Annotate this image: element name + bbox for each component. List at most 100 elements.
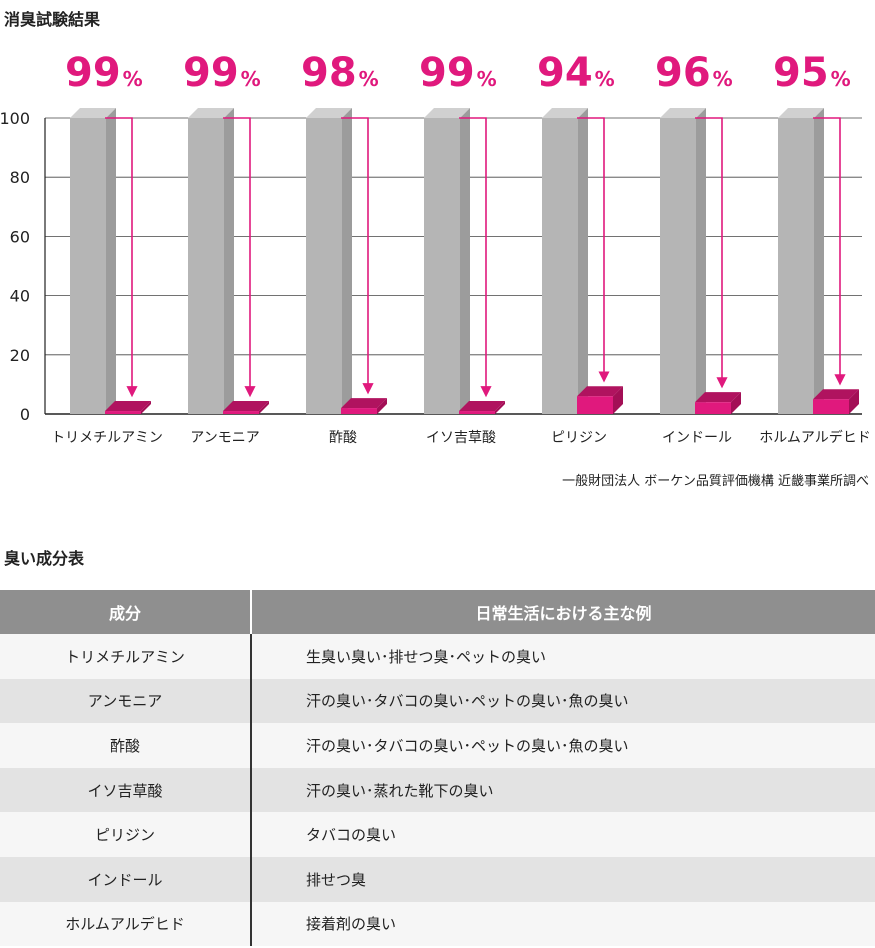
reduction-arrow bbox=[577, 117, 610, 383]
bar-side-pink bbox=[259, 401, 269, 414]
bar-after bbox=[695, 402, 731, 414]
bar-after bbox=[223, 411, 259, 414]
example-cell: 生臭い臭い･排せつ臭･ペットの臭い bbox=[251, 634, 875, 679]
bar-top-gray bbox=[70, 108, 116, 118]
bar-side-pink bbox=[613, 386, 623, 414]
table-row: インドール 排せつ臭 bbox=[0, 856, 875, 902]
x-category-label: ピリジン bbox=[551, 430, 607, 446]
chart-title: 消臭試験結果 bbox=[4, 10, 101, 29]
bar-initial bbox=[778, 118, 814, 414]
x-category-label: 酢酸 bbox=[329, 430, 357, 446]
x-category-label: ホルムアルデヒド bbox=[759, 429, 871, 446]
component-cell: イソ吉草酸 bbox=[0, 767, 252, 813]
bar-top-pink bbox=[695, 392, 741, 403]
x-category-label: イソ吉草酸 bbox=[426, 430, 496, 446]
component-cell: トリメチルアミン bbox=[0, 634, 252, 679]
bar-after bbox=[459, 411, 495, 414]
reduction-label: 99% bbox=[183, 50, 261, 96]
table-title: 臭い成分表 bbox=[4, 549, 85, 568]
bar-initial bbox=[70, 118, 106, 414]
bar-side-pink bbox=[495, 401, 505, 414]
bar-top-gray bbox=[542, 108, 588, 118]
bar-side-gray bbox=[578, 108, 588, 414]
bar-after bbox=[341, 408, 377, 414]
y-tick-label: 40 bbox=[10, 287, 30, 306]
example-cell: 排せつ臭 bbox=[251, 856, 875, 902]
bar-side-pink bbox=[731, 392, 741, 414]
table-row: トリメチルアミン 生臭い臭い･排せつ臭･ペットの臭い bbox=[0, 634, 875, 679]
bar-after bbox=[813, 399, 849, 414]
reduction-label: 95% bbox=[773, 50, 851, 96]
bar-top-pink bbox=[223, 401, 269, 412]
component-cell: ピリジン bbox=[0, 812, 252, 857]
header-examples: 日常生活における主な例 bbox=[251, 590, 875, 634]
odor-components-table: 成分 日常生活における主な例 トリメチルアミン 生臭い臭い･排せつ臭･ペットの臭… bbox=[0, 590, 875, 947]
table-row: イソ吉草酸 汗の臭い･蒸れた靴下の臭い bbox=[0, 767, 875, 813]
example-cell: 接着剤の臭い bbox=[251, 901, 875, 947]
table-row: ピリジン タバコの臭い bbox=[0, 812, 875, 857]
bar-top-gray bbox=[778, 108, 824, 118]
y-tick-label: 80 bbox=[10, 168, 30, 187]
bar-after bbox=[105, 411, 141, 414]
bar-top-gray bbox=[660, 108, 706, 118]
x-category-label: アンモニア bbox=[190, 430, 259, 446]
bar-top-pink bbox=[341, 398, 387, 409]
bar-side-pink bbox=[849, 389, 859, 414]
table-header-row: 成分 日常生活における主な例 bbox=[0, 590, 875, 634]
bar-top-gray bbox=[306, 108, 352, 118]
bar-initial bbox=[424, 118, 460, 414]
example-cell: 汗の臭い･タバコの臭い･ペットの臭い･魚の臭い bbox=[251, 723, 875, 768]
bar-top-pink bbox=[577, 386, 623, 397]
bar-after bbox=[577, 396, 613, 414]
header-component: 成分 bbox=[0, 590, 252, 634]
reduction-arrow bbox=[459, 117, 492, 398]
bar-initial bbox=[188, 118, 224, 414]
table-row: ホルムアルデヒド 接着剤の臭い bbox=[0, 901, 875, 947]
component-cell: インドール bbox=[0, 856, 252, 902]
component-cell: アンモニア bbox=[0, 678, 252, 724]
reduction-arrow bbox=[813, 117, 846, 386]
reduction-arrow bbox=[695, 117, 728, 389]
x-category-label: インドール bbox=[662, 430, 732, 446]
bar-side-gray bbox=[814, 108, 824, 414]
bar-top-gray bbox=[188, 108, 234, 118]
reduction-label: 96% bbox=[655, 50, 733, 96]
example-cell: タバコの臭い bbox=[251, 812, 875, 857]
y-tick-label: 60 bbox=[10, 227, 30, 246]
y-tick-label: 100 bbox=[0, 109, 30, 128]
table-row: アンモニア 汗の臭い･タバコの臭い･ペットの臭い･魚の臭い bbox=[0, 678, 875, 724]
table-row: 酢酸 汗の臭い･タバコの臭い･ペットの臭い･魚の臭い bbox=[0, 723, 875, 768]
bar-side-pink bbox=[377, 398, 387, 414]
reduction-label: 94% bbox=[537, 50, 615, 96]
reduction-arrow bbox=[223, 117, 256, 398]
reduction-label: 99% bbox=[65, 50, 143, 96]
y-tick-label: 20 bbox=[10, 346, 30, 365]
reduction-label: 99% bbox=[419, 50, 497, 96]
y-tick-label: 0 bbox=[20, 405, 30, 424]
bars bbox=[70, 108, 859, 414]
bar-top-pink bbox=[459, 401, 505, 412]
reduction-arrow bbox=[105, 117, 138, 398]
bar-side-gray bbox=[460, 108, 470, 414]
component-cell: 酢酸 bbox=[0, 723, 252, 768]
bar-initial bbox=[660, 118, 696, 414]
example-cell: 汗の臭い･蒸れた靴下の臭い bbox=[251, 767, 875, 813]
bar-top-pink bbox=[105, 401, 151, 412]
bar-side-gray bbox=[696, 108, 706, 414]
component-cell: ホルムアルデヒド bbox=[0, 901, 252, 947]
bar-side-gray bbox=[224, 108, 234, 414]
deodorization-bar-chart: 0 20 40 60 80 100 99 % トリメチルアミン 99 % アンモニア 98 % 酢酸 99 % イ… bbox=[0, 50, 871, 446]
bar-side-gray bbox=[342, 108, 352, 414]
reduction-label: 98% bbox=[301, 50, 379, 96]
reduction-arrow bbox=[341, 117, 374, 395]
bar-top-pink bbox=[813, 389, 859, 400]
axis: 0 20 40 60 80 100 99 % トリメチルアミン 99 % アンモニア 98 % 酢酸 99 % イ… bbox=[0, 50, 871, 446]
bar-initial bbox=[542, 118, 578, 414]
bar-top-gray bbox=[424, 108, 470, 118]
source-note: 一般財団法人 ボーケン品質評価機構 近畿事業所調べ bbox=[562, 474, 869, 489]
x-category-label: トリメチルアミン bbox=[51, 430, 163, 446]
bar-initial bbox=[306, 118, 342, 414]
bar-side-gray bbox=[106, 108, 116, 414]
example-cell: 汗の臭い･タバコの臭い･ペットの臭い･魚の臭い bbox=[251, 678, 875, 724]
bar-side-pink bbox=[141, 401, 151, 414]
